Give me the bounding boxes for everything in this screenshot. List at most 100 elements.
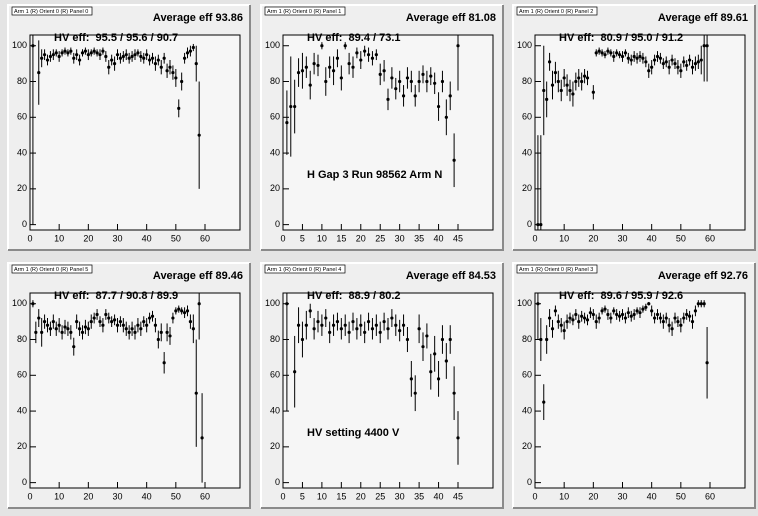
data-point xyxy=(145,323,149,327)
data-point xyxy=(80,330,85,334)
data-point xyxy=(664,316,668,320)
data-point xyxy=(194,62,198,66)
data-point xyxy=(597,49,601,53)
data-point xyxy=(66,327,70,331)
data-point xyxy=(577,76,581,80)
data-point xyxy=(159,65,163,69)
pad-bevel-light xyxy=(7,262,250,508)
data-point xyxy=(588,311,593,315)
data-point xyxy=(165,330,169,334)
data-point xyxy=(440,79,445,84)
data-point xyxy=(539,337,543,342)
data-point xyxy=(705,44,709,48)
data-point xyxy=(191,45,195,50)
data-point xyxy=(168,334,172,338)
data-point xyxy=(156,58,160,62)
data-point xyxy=(386,97,390,102)
data-point xyxy=(429,74,433,78)
data-point xyxy=(652,316,657,320)
data-point xyxy=(440,337,445,342)
data-point xyxy=(382,320,386,324)
data-point xyxy=(107,316,111,320)
data-point xyxy=(577,320,581,324)
data-point xyxy=(690,65,695,69)
x-tick-label: 0 xyxy=(27,491,32,501)
data-point xyxy=(641,56,645,60)
pad-bevel-dark xyxy=(261,263,504,509)
data-point xyxy=(77,58,82,62)
data-point xyxy=(667,65,671,69)
average-eff: Average eff 84.53 xyxy=(406,270,496,282)
pad-bevel-light xyxy=(7,4,250,250)
data-point xyxy=(620,312,625,317)
data-point xyxy=(308,83,312,87)
x-tick-label: 0 xyxy=(280,491,285,501)
data-point xyxy=(582,74,587,78)
data-point xyxy=(398,328,402,333)
data-point xyxy=(316,63,320,68)
data-point xyxy=(682,316,686,320)
data-point xyxy=(316,320,320,324)
title-box xyxy=(11,264,93,274)
data-point xyxy=(597,316,601,320)
data-point xyxy=(156,337,160,342)
data-point xyxy=(550,83,555,87)
data-point xyxy=(359,58,363,62)
data-point xyxy=(401,323,406,327)
data-point xyxy=(69,49,73,53)
data-point xyxy=(539,223,543,227)
data-point xyxy=(57,54,61,59)
data-point xyxy=(339,327,343,331)
data-point xyxy=(185,309,190,313)
x-tick-label: 30 xyxy=(112,233,122,243)
y-tick-label: 60 xyxy=(522,112,532,122)
data-point xyxy=(355,51,359,55)
data-point xyxy=(124,53,128,57)
data-point xyxy=(308,309,312,313)
data-point xyxy=(679,69,683,73)
y-tick-label: 0 xyxy=(22,219,27,229)
data-point xyxy=(312,327,316,331)
x-tick-label: 60 xyxy=(200,491,210,501)
data-point xyxy=(565,320,569,324)
data-point xyxy=(433,352,437,356)
data-point xyxy=(699,302,703,306)
x-tick-label: 0 xyxy=(532,233,537,243)
data-point xyxy=(107,65,111,69)
data-point xyxy=(296,323,301,327)
data-point xyxy=(559,323,563,327)
x-tick-label: 45 xyxy=(453,233,463,243)
data-point xyxy=(398,79,402,84)
data-point xyxy=(147,58,152,62)
data-point xyxy=(351,65,355,69)
data-point xyxy=(685,312,689,317)
data-point xyxy=(42,53,47,57)
data-point xyxy=(536,302,540,306)
data-point xyxy=(112,318,117,322)
data-point xyxy=(617,314,622,318)
data-point xyxy=(92,49,96,53)
data-point xyxy=(101,323,105,327)
data-point xyxy=(693,309,698,313)
data-point xyxy=(339,76,343,80)
y-tick-label: 0 xyxy=(527,477,532,487)
data-point xyxy=(300,69,305,73)
data-point xyxy=(320,44,324,48)
average-eff: Average eff 89.61 xyxy=(658,12,748,24)
x-tick-label: 5 xyxy=(300,233,305,243)
data-point xyxy=(182,56,187,60)
data-point xyxy=(127,56,131,60)
data-point xyxy=(647,302,651,306)
data-point xyxy=(565,83,569,87)
x-tick-label: 0 xyxy=(27,233,32,243)
data-point xyxy=(456,436,460,440)
data-point xyxy=(69,330,73,334)
data-point xyxy=(644,60,648,64)
data-point xyxy=(66,51,70,55)
data-point xyxy=(658,56,663,60)
data-point xyxy=(54,51,58,55)
y-tick-label: 80 xyxy=(522,76,532,86)
data-point xyxy=(615,312,619,317)
data-point xyxy=(42,320,47,324)
data-point xyxy=(545,337,549,342)
